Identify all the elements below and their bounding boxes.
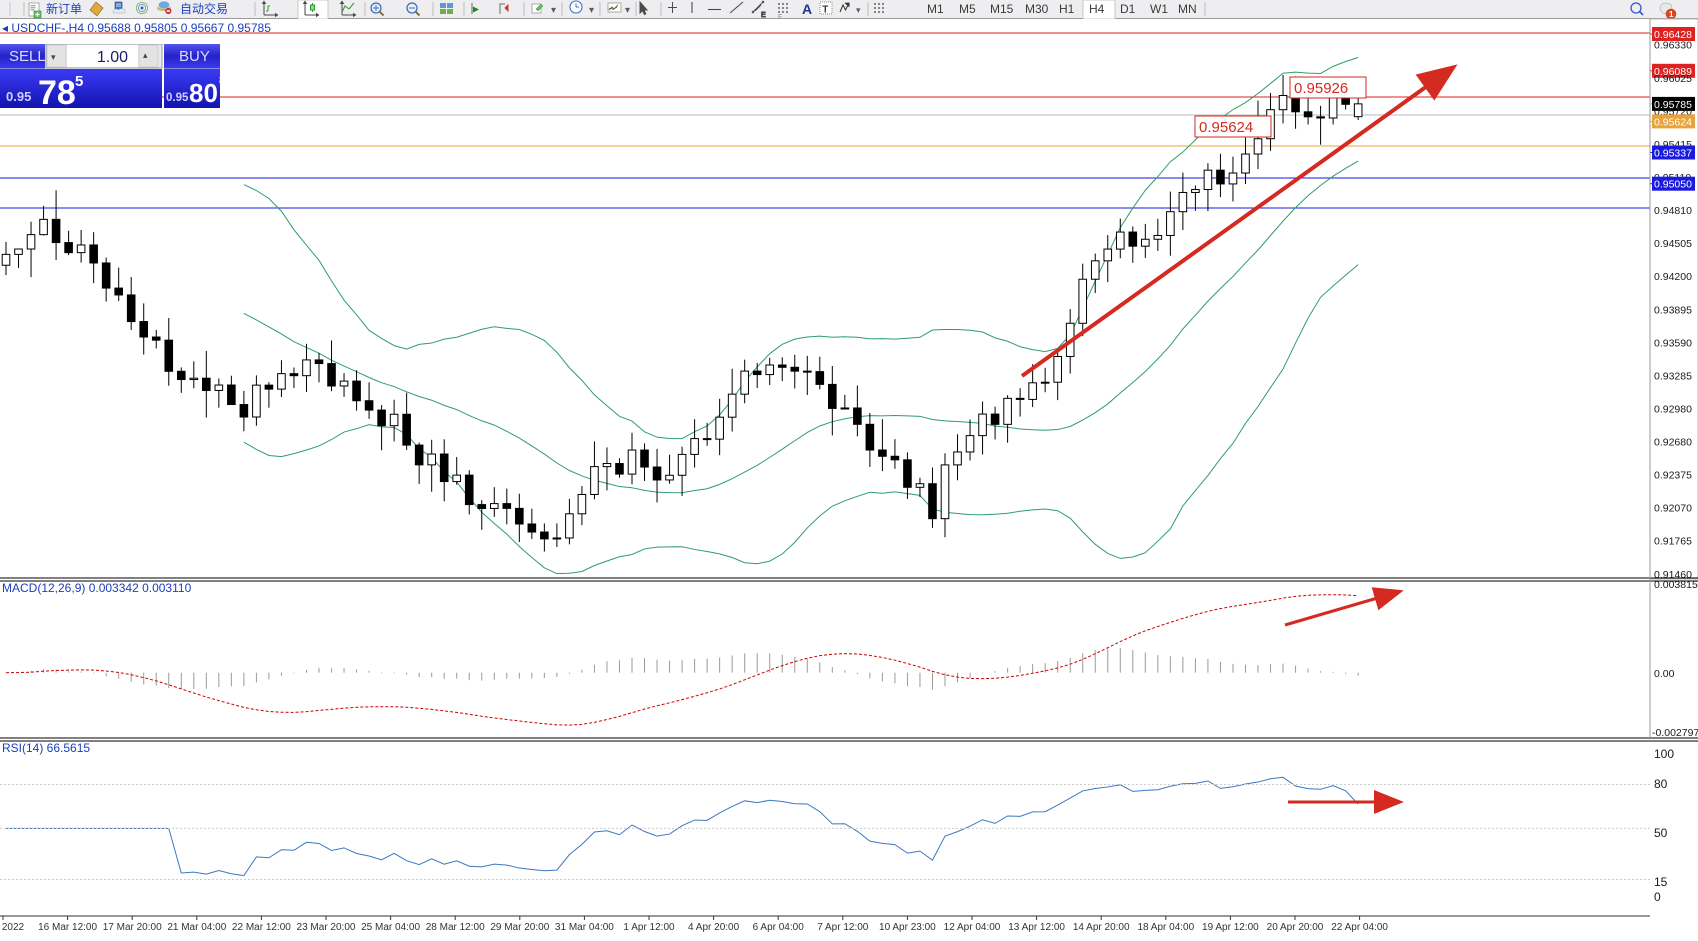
svg-text:18 Apr 04:00: 18 Apr 04:00 — [1137, 922, 1194, 933]
svg-text:0.95926: 0.95926 — [1294, 80, 1348, 97]
svg-text:14 Apr 20:00: 14 Apr 20:00 — [1073, 922, 1130, 933]
svg-text:0.95: 0.95 — [6, 89, 31, 104]
svg-text:▾: ▾ — [51, 52, 56, 62]
svg-text:0.92070: 0.92070 — [1654, 503, 1692, 515]
svg-text:0.94505: 0.94505 — [1654, 238, 1692, 250]
svg-text:0.95624: 0.95624 — [1199, 119, 1253, 136]
svg-text:0.94810: 0.94810 — [1654, 205, 1692, 217]
svg-text:0.95050: 0.95050 — [1654, 179, 1692, 191]
svg-text:6 Apr 04:00: 6 Apr 04:00 — [753, 922, 805, 933]
svg-text:0.92680: 0.92680 — [1654, 436, 1692, 448]
svg-text:78: 78 — [38, 74, 76, 108]
svg-text:29 Mar 20:00: 29 Mar 20:00 — [490, 922, 549, 933]
svg-text:0.96330: 0.96330 — [1654, 40, 1692, 52]
svg-text:0.95624: 0.95624 — [1654, 116, 1692, 128]
svg-text:19 Apr 12:00: 19 Apr 12:00 — [1202, 922, 1259, 933]
svg-text:0.91765: 0.91765 — [1654, 536, 1692, 548]
svg-text:MACD(12,26,9) 0.003342 0.00311: MACD(12,26,9) 0.003342 0.003110 — [2, 581, 192, 595]
svg-text:22 Mar 12:00: 22 Mar 12:00 — [232, 922, 291, 933]
svg-text:-0.002797: -0.002797 — [1652, 727, 1698, 739]
svg-text:BUY: BUY — [179, 48, 210, 65]
svg-text:16 Mar 12:00: 16 Mar 12:00 — [38, 922, 97, 933]
svg-text:0.92375: 0.92375 — [1654, 469, 1692, 481]
svg-text:Mar 2022: Mar 2022 — [0, 922, 25, 933]
svg-text:0.94200: 0.94200 — [1654, 271, 1692, 283]
svg-text:10 Apr 23:00: 10 Apr 23:00 — [879, 922, 936, 933]
svg-text:5: 5 — [75, 73, 83, 90]
svg-text:1 Apr 12:00: 1 Apr 12:00 — [623, 922, 675, 933]
svg-text:8: 8 — [219, 73, 226, 87]
svg-text:4 Apr 20:00: 4 Apr 20:00 — [688, 922, 740, 933]
svg-text:31 Mar 04:00: 31 Mar 04:00 — [555, 922, 614, 933]
svg-text:17 Mar 20:00: 17 Mar 20:00 — [103, 922, 162, 933]
svg-text:100: 100 — [1654, 747, 1674, 761]
svg-text:25 Mar 04:00: 25 Mar 04:00 — [361, 922, 420, 933]
svg-text:▴: ▴ — [143, 50, 148, 60]
svg-text:0.93895: 0.93895 — [1654, 304, 1692, 316]
svg-text:28 Mar 12:00: 28 Mar 12:00 — [426, 922, 485, 933]
svg-text:80: 80 — [1654, 777, 1668, 791]
svg-text:15: 15 — [1654, 875, 1668, 889]
svg-text:0.96025: 0.96025 — [1654, 73, 1692, 85]
svg-text:13 Apr 12:00: 13 Apr 12:00 — [1008, 922, 1065, 933]
svg-text:21 Mar 04:00: 21 Mar 04:00 — [167, 922, 226, 933]
svg-text:1.00: 1.00 — [97, 49, 128, 66]
svg-text:50: 50 — [1654, 826, 1668, 840]
svg-text:12 Apr 04:00: 12 Apr 04:00 — [944, 922, 1001, 933]
svg-text:0.003815: 0.003815 — [1654, 579, 1698, 591]
svg-text:0.95337: 0.95337 — [1654, 148, 1692, 160]
svg-text:0.95: 0.95 — [166, 92, 189, 104]
svg-text:0.93590: 0.93590 — [1654, 337, 1692, 349]
svg-text:RSI(14) 66.5615: RSI(14) 66.5615 — [2, 741, 90, 755]
svg-text:0.92980: 0.92980 — [1654, 404, 1692, 416]
svg-text:22 Apr 04:00: 22 Apr 04:00 — [1331, 922, 1388, 933]
svg-text:7 Apr 12:00: 7 Apr 12:00 — [817, 922, 869, 933]
svg-text:0.93285: 0.93285 — [1654, 371, 1692, 383]
svg-text:0.00: 0.00 — [1654, 668, 1675, 680]
svg-text:20 Apr 20:00: 20 Apr 20:00 — [1267, 922, 1324, 933]
svg-text:23 Mar 20:00: 23 Mar 20:00 — [297, 922, 356, 933]
svg-text:0: 0 — [1654, 890, 1661, 904]
svg-text:SELL: SELL — [9, 48, 46, 65]
svg-text:80: 80 — [189, 78, 218, 108]
